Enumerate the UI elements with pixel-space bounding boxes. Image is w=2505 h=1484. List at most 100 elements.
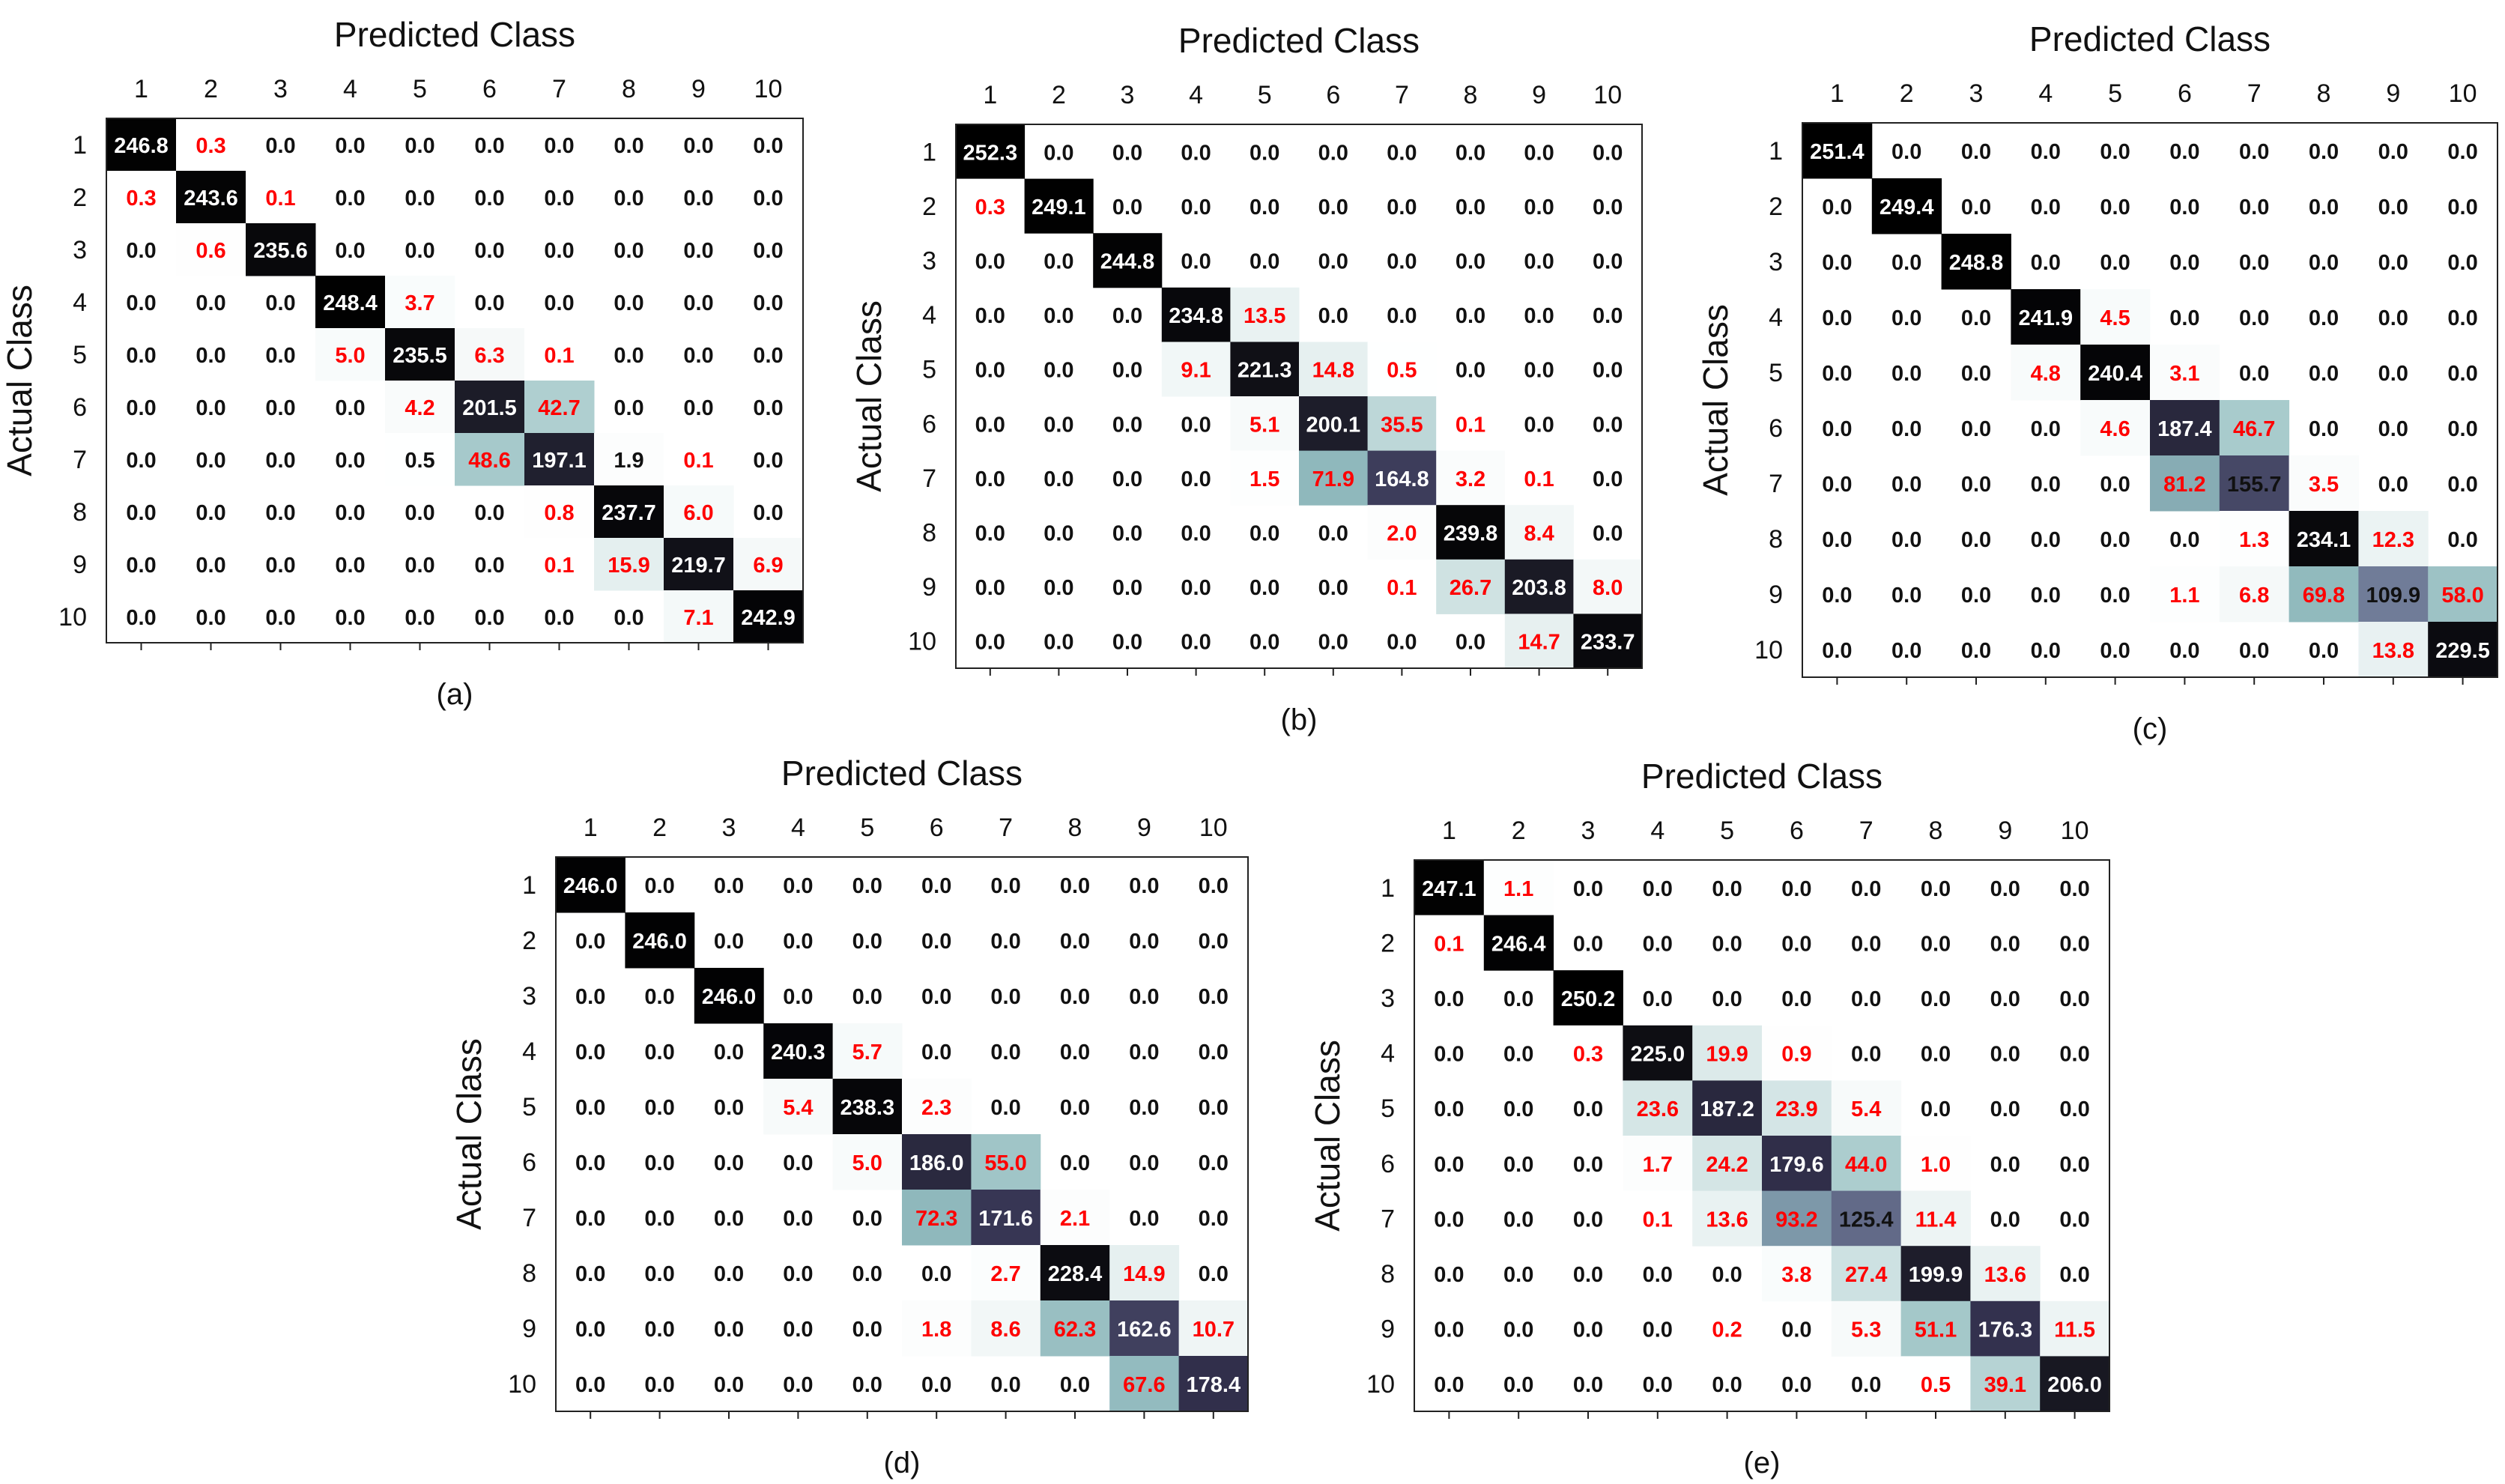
heatmap-cell [385,328,455,381]
y-tick-label: 4 [1381,1040,1395,1068]
cell-value-label: 0.0 [1434,1043,1464,1067]
cell-value-label: 0.0 [644,1318,674,1342]
cell-value-label: 0.0 [126,554,156,578]
cell-value-label: 246.0 [632,930,687,954]
chart-title: Predicted Class [1178,21,1420,60]
cell-value-label: 0.0 [644,985,674,1009]
cell-value-label: 0.1 [544,344,574,368]
y-tick-label: 9 [1381,1315,1395,1344]
cell-value-label: 0.0 [975,631,1005,655]
heatmap-cell [2080,400,2151,456]
cell-value-label: 0.0 [1712,932,1742,956]
cell-value-label: 0.0 [335,187,365,211]
cell-value-label: 0.0 [2309,639,2339,663]
cell-value-label: 0.0 [1781,987,1811,1011]
cell-value-label: 1.9 [614,449,643,473]
cell-value-label: 0.0 [1434,987,1464,1011]
cell-value-label: 0.0 [1503,1153,1533,1177]
cell-value-label: 0.0 [1044,413,1073,437]
cell-value-label: 0.0 [1822,362,1852,386]
cell-value-label: 155.7 [2227,473,2282,497]
cell-value-label: 0.0 [335,396,365,420]
heatmap-cell [1178,1356,1249,1412]
heatmap-cell [1093,233,1163,288]
cell-value-label: 0.0 [2100,140,2130,164]
cell-value-label: 0.0 [1822,251,1852,275]
cell-value-label: 0.0 [1112,522,1142,546]
heatmap-cell [2428,622,2498,678]
cell-value-label: 0.0 [2100,251,2130,275]
cell-value-label: 0.0 [1781,877,1811,901]
cell-value-label: 0.0 [2100,639,2130,663]
cell-value-label: 0.0 [783,1207,813,1231]
cell-value-label: 0.0 [753,396,783,420]
cell-value-label: 0.0 [1199,1151,1229,1175]
cell-value-label: 0.0 [1891,417,1921,441]
x-tick-label: 6 [1326,81,1340,109]
cell-value-label: 0.0 [1181,250,1211,274]
y-axis-label: Actual Class [449,1038,488,1230]
cell-value-label: 0.0 [1060,1096,1090,1120]
heatmap-cell [455,433,525,486]
cell-value-label: 1.5 [1250,467,1279,491]
heatmap-cell [1692,1190,1763,1247]
cell-value-label: 0.0 [126,344,156,368]
cell-value-label: 0.0 [1573,1153,1603,1177]
cell-value-label: 0.0 [2378,417,2408,441]
cell-value-label: 0.0 [1524,304,1554,328]
heatmap-cell [1970,1246,2041,1302]
heatmap-cell [455,328,525,381]
cell-value-label: 0.0 [126,501,156,525]
cell-value-label: 0.0 [644,1151,674,1175]
heatmap-cell [1900,1356,1971,1412]
cell-value-label: 0.0 [196,501,225,525]
cell-value-label: 0.0 [714,1262,744,1286]
x-tick-label: 5 [860,814,874,842]
cell-value-label: 252.3 [963,141,1018,165]
cell-value-label: 0.0 [1044,141,1073,165]
cell-value-label: 0.0 [714,1373,744,1397]
cell-value-label: 0.0 [1781,1373,1811,1397]
cell-value-label: 0.0 [1434,1263,1464,1287]
cell-value-label: 0.0 [1456,250,1485,274]
cell-value-label: 0.0 [975,467,1005,491]
cell-value-label: 0.0 [575,1373,605,1397]
cell-value-label: 0.0 [405,239,434,263]
heatmap-cell [956,124,1026,180]
heatmap-cell [1367,396,1437,452]
cell-value-label: 0.0 [1822,528,1852,552]
cell-value-label: 0.0 [921,1262,951,1286]
cell-value-label: 0.0 [1593,141,1623,165]
cell-value-label: 6.0 [683,501,713,525]
cell-value-label: 0.0 [405,606,434,630]
cell-value-label: 0.0 [975,304,1005,328]
heatmap-cell [1299,396,1369,452]
cell-value-label: 0.0 [1060,985,1090,1009]
cell-value-label: 0.0 [544,606,574,630]
cell-value-label: 0.0 [1851,1043,1881,1067]
matrix-frame [955,124,1643,669]
cell-value-label: 10.7 [1193,1318,1235,1342]
cell-value-label: 0.0 [683,187,713,211]
cell-value-label: 5.3 [1851,1318,1881,1342]
heatmap-cell [832,1079,903,1135]
cell-value-label: 0.0 [1129,1207,1159,1231]
cell-value-label: 229.5 [2435,639,2490,663]
y-tick-label: 9 [922,573,936,602]
x-tick-label: 9 [691,75,706,103]
y-tick-label: 7 [1769,470,1783,498]
cell-value-label: 23.6 [1637,1097,1679,1121]
cell-value-label: 206.0 [2047,1373,2102,1397]
cell-value-label: 0.0 [1921,932,1951,956]
cell-value-label: 0.0 [1593,522,1623,546]
cell-value-label: 0.0 [2239,140,2269,164]
cell-value-label: 0.0 [921,930,951,954]
cell-value-label: 0.0 [1387,631,1417,655]
y-tick-label: 1 [522,871,536,900]
cell-value-label: 0.0 [265,501,295,525]
cell-value-label: 0.0 [1387,196,1417,219]
cell-value-label: 0.0 [2378,473,2408,497]
heatmap-cell [2040,1300,2110,1357]
x-tick-label: 10 [2061,817,2089,845]
cell-value-label: 3.2 [1456,467,1485,491]
